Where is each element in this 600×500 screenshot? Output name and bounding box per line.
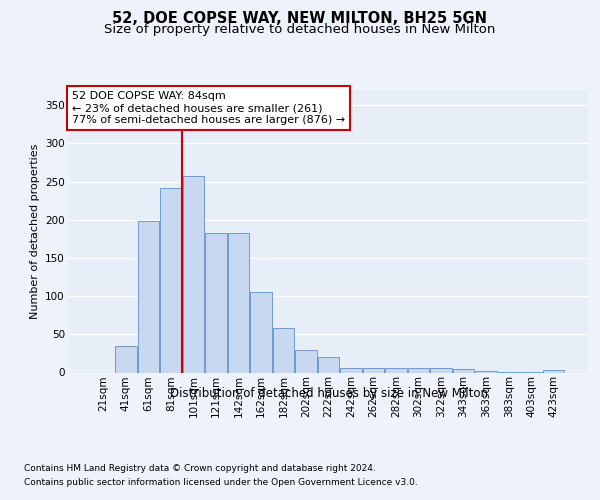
Text: Distribution of detached houses by size in New Milton: Distribution of detached houses by size … (170, 388, 488, 400)
Bar (295, 350, 317, 372)
Bar (385, 368, 407, 372)
Bar (543, 370, 565, 372)
Bar (182, 176, 204, 372)
Bar (115, 346, 137, 372)
Bar (228, 233, 249, 372)
Text: 52 DOE COPSE WAY: 84sqm
← 23% of detached houses are smaller (261)
77% of semi-d: 52 DOE COPSE WAY: 84sqm ← 23% of detache… (71, 92, 345, 124)
Bar (273, 328, 294, 372)
Bar (318, 357, 339, 372)
Bar (205, 233, 227, 372)
Bar (250, 292, 272, 372)
Bar (340, 368, 362, 372)
Bar (160, 188, 182, 372)
Bar (430, 368, 452, 372)
Bar (137, 222, 159, 372)
Text: Size of property relative to detached houses in New Milton: Size of property relative to detached ho… (104, 24, 496, 36)
Text: Contains public sector information licensed under the Open Government Licence v3: Contains public sector information licen… (24, 478, 418, 487)
Bar (363, 368, 384, 372)
Y-axis label: Number of detached properties: Number of detached properties (29, 144, 40, 319)
Text: 52, DOE COPSE WAY, NEW MILTON, BH25 5GN: 52, DOE COPSE WAY, NEW MILTON, BH25 5GN (113, 11, 487, 26)
Bar (475, 371, 497, 372)
Bar (408, 368, 429, 372)
Bar (453, 370, 475, 372)
Text: Contains HM Land Registry data © Crown copyright and database right 2024.: Contains HM Land Registry data © Crown c… (24, 464, 376, 473)
